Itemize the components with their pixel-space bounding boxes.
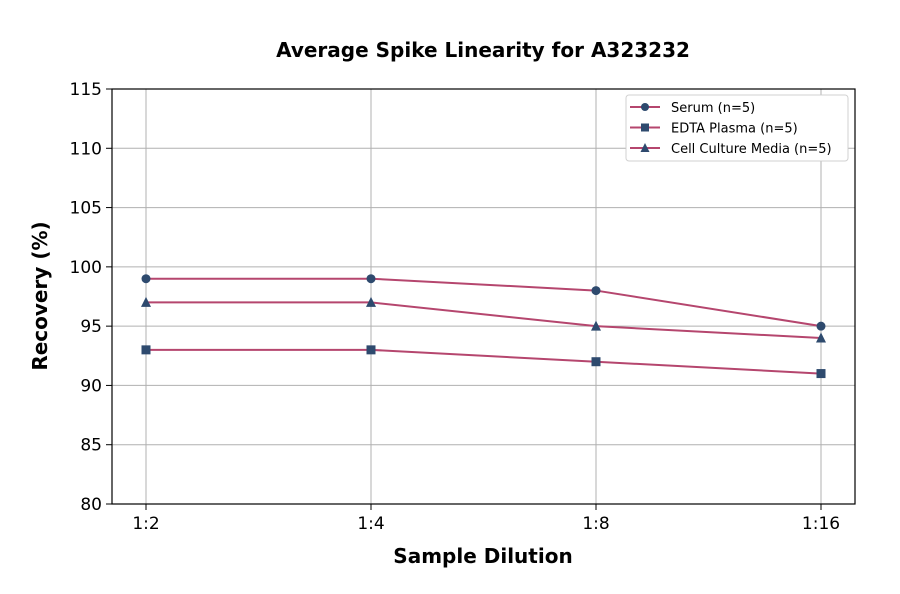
y-tick-label: 80 [80,495,102,515]
square-marker [641,123,649,132]
y-axis-label: Recovery (%) [28,221,52,370]
x-tick-label: 1:4 [357,514,384,534]
legend-box [625,94,849,162]
y-tick-label: 105 [70,199,102,219]
legend-label: EDTA Plasma (n=5) [671,122,798,137]
series-circle [141,274,826,331]
square-marker [591,357,601,367]
circle-marker [366,274,376,284]
x-tick-label: 1:16 [802,514,840,534]
triangle-marker [141,296,151,307]
series-line [146,277,822,328]
legend: Serum (n=5) EDTA Plasma (n=5) Cell Culture… [625,94,849,162]
circle-marker [141,274,151,284]
y-tick-label: 110 [70,139,102,159]
y-tick-label: 100 [70,258,102,278]
triangle-marker [366,296,376,307]
y-tick-label: 90 [80,376,102,396]
series-triangle [141,296,826,343]
square-marker [141,345,151,355]
x-tick-label: 1:2 [132,514,159,534]
y-tick-label: 115 [70,80,102,100]
triangle-marker [640,143,650,152]
chart-title: Average Spike Linearity for A323232 [276,38,690,62]
triangle-marker [816,332,826,343]
square-marker [816,369,826,379]
legend-label: Serum (n=5) [671,101,755,116]
series-line [146,348,822,375]
x-tick-label: 1:8 [582,514,609,534]
x-axis-label: Sample Dilution [393,544,572,568]
triangle-marker [591,320,601,331]
circle-marker [591,286,601,296]
y-tick-label: 95 [80,317,102,337]
circle-marker [816,321,826,331]
series-line [146,301,822,339]
plot-frame [111,88,856,505]
circle-marker [641,103,649,111]
square-marker [366,345,376,355]
legend-label: Cell Culture Media (n=5) [671,142,832,157]
series-square [141,345,826,379]
y-tick-label: 85 [80,436,102,456]
